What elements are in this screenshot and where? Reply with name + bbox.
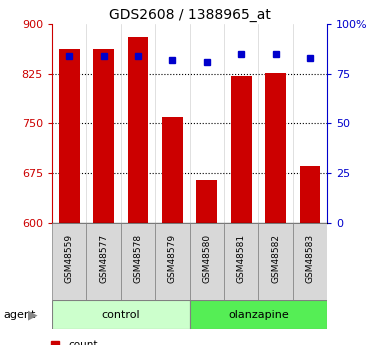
Text: GSM48582: GSM48582: [271, 234, 280, 283]
FancyBboxPatch shape: [224, 223, 258, 300]
Text: GSM48581: GSM48581: [237, 234, 246, 283]
Bar: [265, 73, 286, 223]
Text: GSM48559: GSM48559: [65, 234, 74, 283]
Text: control: control: [102, 310, 140, 320]
FancyBboxPatch shape: [155, 223, 189, 300]
Bar: [231, 76, 251, 223]
Text: GSM48578: GSM48578: [134, 234, 142, 283]
Title: GDS2608 / 1388965_at: GDS2608 / 1388965_at: [109, 8, 271, 22]
FancyBboxPatch shape: [86, 223, 121, 300]
Bar: [300, 166, 320, 223]
Text: GSM48580: GSM48580: [202, 234, 211, 283]
Text: olanzapine: olanzapine: [228, 310, 289, 320]
Bar: [59, 49, 79, 223]
FancyBboxPatch shape: [52, 300, 189, 329]
Text: GSM48583: GSM48583: [306, 234, 315, 283]
Text: GSM48577: GSM48577: [99, 234, 108, 283]
Bar: [162, 117, 183, 223]
Text: count: count: [69, 339, 98, 345]
FancyBboxPatch shape: [189, 223, 224, 300]
FancyBboxPatch shape: [189, 300, 327, 329]
Text: ▶: ▶: [28, 308, 37, 322]
Text: GSM48579: GSM48579: [168, 234, 177, 283]
FancyBboxPatch shape: [121, 223, 155, 300]
Text: agent: agent: [4, 310, 36, 320]
Bar: [93, 49, 114, 223]
FancyBboxPatch shape: [52, 223, 86, 300]
FancyBboxPatch shape: [258, 223, 293, 300]
FancyBboxPatch shape: [293, 223, 327, 300]
Bar: [196, 179, 217, 223]
Bar: [128, 37, 148, 223]
